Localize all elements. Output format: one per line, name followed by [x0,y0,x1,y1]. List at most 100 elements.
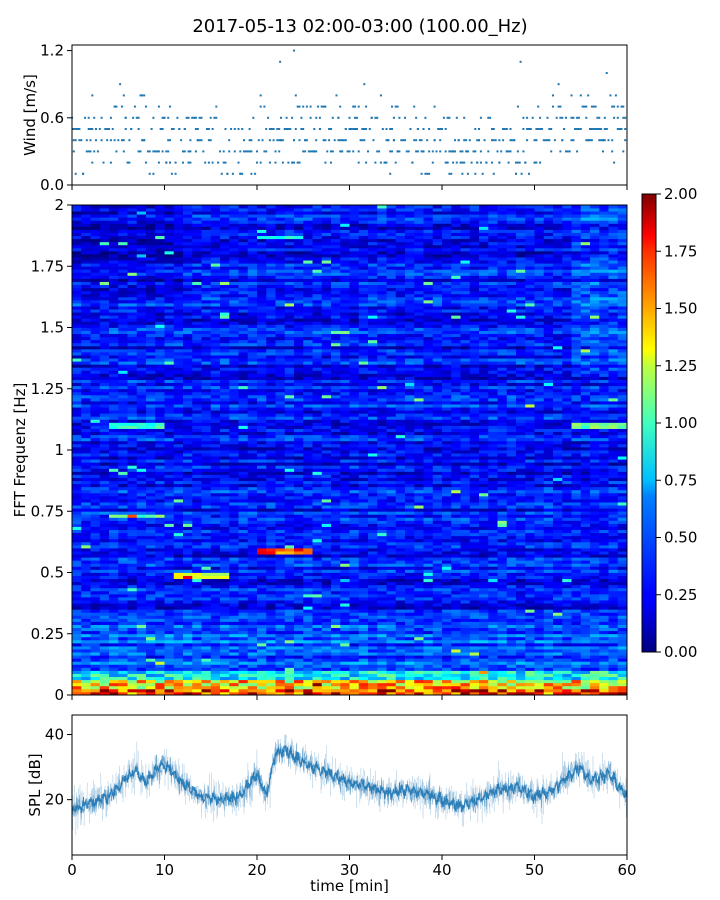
spectrogram-cell [534,575,545,580]
spectrogram-cell [460,505,471,509]
spectrogram-cell [590,590,600,595]
spectrogram-cell [599,560,609,564]
wind-point [163,116,166,119]
spectrogram-cell [331,603,341,607]
spectrogram-cell [257,624,267,629]
spectrogram-cell [608,486,619,491]
spectrogram-cell [136,603,147,607]
spectrogram-cell [257,658,267,662]
spectrogram-cell [210,471,221,475]
wind-point [620,105,623,108]
spectrogram-cell [312,544,323,549]
spectrogram-cell [590,505,600,509]
spectrogram-cell [534,563,545,567]
spectrogram-cell [580,590,591,595]
spectrogram-cell [349,563,360,567]
spectrogram-cell [192,609,202,613]
spectrogram-cell [118,655,128,659]
spectrogram-cell [479,511,489,515]
spectrogram-cell [303,499,313,503]
spectrogram-cell [90,667,101,671]
spectrogram-cell [562,603,572,607]
wind-point [150,128,153,130]
spectrogram-cell [469,600,480,604]
spectrogram-cell [497,612,508,616]
wind-point [355,128,358,130]
spectrogram-cell [210,569,221,573]
spectrogram-cell [81,541,91,546]
spectrogram-cell [358,554,369,558]
wind-point [415,150,418,153]
spectrogram-cell [525,581,535,586]
spectrogram-cell [516,492,526,497]
wind-point [603,139,606,142]
spectrogram-cell [432,578,443,583]
spectrogram-cell [312,658,323,662]
spectrogram-cell [109,615,119,619]
wind-point [363,139,366,142]
spectrogram-cell [516,603,526,607]
spectrogram-cell [599,600,609,604]
spectrogram-cell [506,685,517,690]
spectrogram-cell [377,486,387,491]
spectrogram-cell [423,624,434,629]
spectrogram-cell [423,639,434,644]
spectrogram-cell [192,471,202,475]
spectrogram-cell [562,560,572,564]
spectrogram-cell [136,667,147,671]
spectrogram-cell [488,658,498,662]
spectrogram-cell [497,502,508,506]
spectrogram-cell [136,584,147,589]
spectrogram-cell [146,471,156,475]
spectrogram-cell [599,584,609,589]
spectrogram-cell [247,575,258,580]
spectrogram-cell [423,642,434,647]
spectrogram-cell [312,673,323,678]
spectrogram-cell [423,474,434,478]
spectrogram-cell [377,603,387,607]
spectrogram-cell [127,649,138,653]
spectrogram-cell [516,474,526,478]
spectrogram-cell [331,532,341,537]
spectrogram-cell [599,508,609,512]
spectrogram-cell [497,618,508,622]
spectrogram-cell [90,612,101,616]
spectrogram-cell [469,554,480,558]
spectrogram-cell [321,624,332,629]
spectrogram-cell [617,548,627,552]
spectrogram-cell [340,569,350,573]
spectrogram-cell [608,529,619,534]
spectrogram-cell [414,606,424,610]
spectrogram-cell [617,630,627,635]
spectrogram-cell [340,520,350,524]
spectrogram-cell [543,667,554,671]
spectrogram-cell [479,584,489,589]
spectrogram-cell [580,581,591,586]
spectrogram-cell [257,606,267,610]
spectrogram-cell [229,480,239,485]
spectrogram-cell [136,646,147,650]
spectrogram-cell [294,603,304,607]
spectrogram-cell [553,514,563,518]
spectrogram-cell [534,621,545,625]
spectrogram-cell [608,581,619,586]
spectrogram-cell [377,642,387,647]
spectrogram-cell [155,646,165,650]
spectrogram-cell [81,597,91,601]
spectrogram-cell [432,575,443,580]
spectrogram-cell [192,483,202,488]
spectrogram-cell [146,523,156,527]
spectrogram-cell [72,517,82,521]
spectrogram-cell [294,523,304,527]
spectrogram-cell [173,609,184,613]
spectrogram-cell [599,505,609,509]
spectrogram-cell [109,492,119,497]
spectrogram-cell [497,529,508,534]
spectrogram-cell [275,679,286,684]
spectrogram-cell [534,590,545,595]
spectrogram-cell [442,621,452,625]
spectrogram-cell [284,673,295,678]
spectrogram-cell [81,627,91,632]
wind-point [324,161,327,164]
spectrogram-cell [109,652,119,656]
